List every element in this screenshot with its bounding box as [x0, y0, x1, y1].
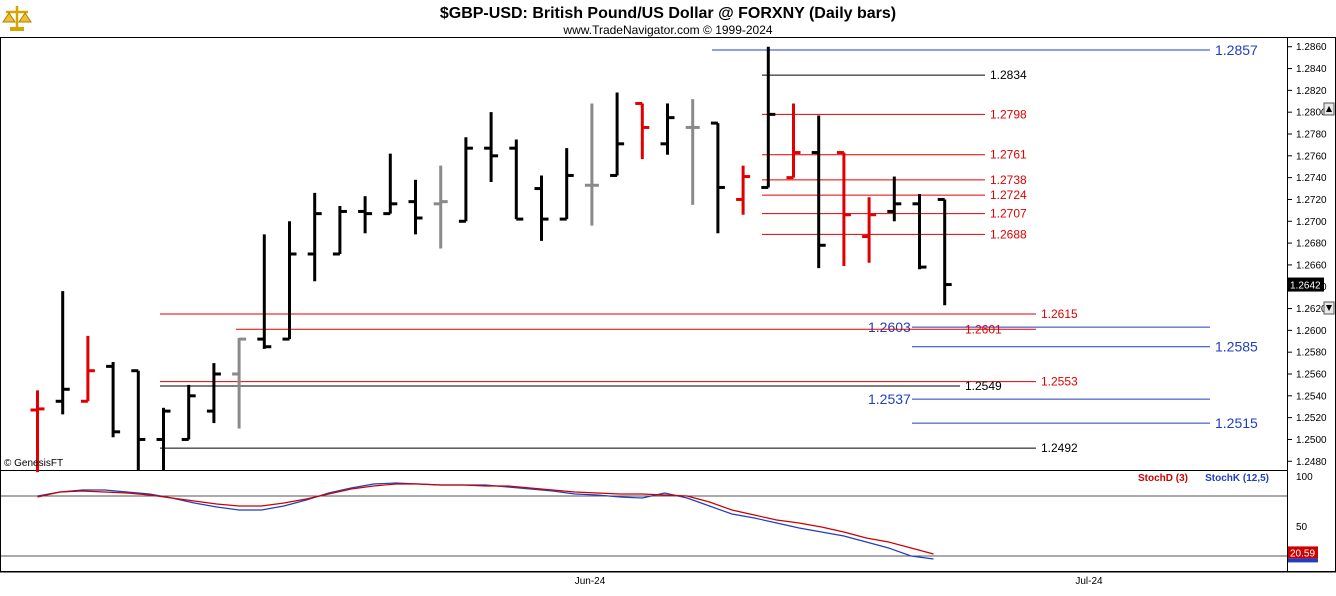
stoch-last-box [1288, 546, 1318, 559]
y-tick-label: 1.2480 [1296, 457, 1327, 468]
ohlc-bar [156, 407, 171, 470]
stoch-tick-label: 50 [1296, 522, 1308, 533]
stoch-tick-label: 100 [1296, 472, 1313, 483]
ohlc-bar [610, 92, 625, 177]
y-tick-label: 1.2780 [1296, 130, 1327, 141]
y-tick-label: 1.2560 [1296, 370, 1327, 381]
level-label: 1.2688 [990, 227, 1027, 241]
y-tick-label: 1.2740 [1296, 173, 1327, 184]
y-tick-label: 1.2620 [1296, 304, 1327, 315]
ohlc-bars [30, 46, 952, 473]
y-axis-ticks: 1.2480 1.2500 1.2520 1.2540 1.2560 1.2580 1.26… [1288, 42, 1335, 468]
ohlc-bar [332, 206, 347, 256]
ohlc-bar [685, 99, 700, 205]
y-tick-label: 1.2580 [1296, 348, 1327, 359]
y-tick-label: 1.2660 [1296, 260, 1327, 271]
y-tick-label: 1.2720 [1296, 195, 1327, 206]
y-tick-label: 1.2840 [1296, 64, 1327, 75]
ohlc-bar [862, 197, 877, 263]
level-label: 1.2515 [1215, 415, 1258, 431]
scroll-up-icon [1326, 106, 1332, 112]
ohlc-bar [559, 148, 574, 221]
x-label-jul: Jul-24 [1075, 576, 1103, 587]
level-label: 1.2549 [965, 379, 1002, 393]
ohlc-bar [458, 137, 473, 223]
ohlc-bar [55, 291, 70, 415]
y-tick-label: 1.2860 [1296, 42, 1327, 53]
y-tick-label: 1.2540 [1296, 391, 1327, 402]
ohlc-bar [80, 335, 95, 403]
y-tick-label: 1.2700 [1296, 217, 1327, 228]
stochd-legend: StochD (3) [1138, 473, 1188, 484]
y-tick-label: 1.2680 [1296, 239, 1327, 250]
ohlc-bar [232, 337, 247, 429]
ohlc-bar [584, 103, 599, 226]
ohlc-bar [635, 101, 650, 160]
x-label-jun: Jun-24 [575, 576, 606, 587]
ohlc-bar [937, 197, 952, 306]
ohlc-bar [887, 176, 902, 222]
last-price-label: 1.2642 [1290, 281, 1321, 292]
ohlc-bar [30, 390, 45, 473]
ohlc-bar [811, 115, 826, 269]
ohlc-bar [181, 384, 196, 441]
level-label: 1.2537 [868, 391, 911, 407]
ohlc-bar [484, 112, 499, 182]
ohlc-bar [408, 179, 423, 235]
y-tick-label: 1.2820 [1296, 86, 1327, 97]
genesisft-watermark: © GenesisFT [4, 458, 63, 469]
ohlc-bar [912, 194, 927, 270]
stochk-legend: StochK (12,5) [1205, 473, 1269, 484]
level-label: 1.2857 [1215, 42, 1258, 58]
ohlc-bar [836, 151, 851, 266]
chart-title: $GBP-USD: British Pound/US Dollar @ FORX… [440, 5, 896, 22]
ohlc-bar [433, 165, 448, 249]
ohlc-bar [383, 153, 398, 216]
chart-subtitle: www.TradeNavigator.com © 1999-2024 [562, 23, 772, 37]
price-panel-frame [0, 37, 1288, 471]
y-tick-label: 1.2600 [1296, 326, 1327, 337]
ohlc-bar [358, 196, 373, 234]
ohlc-bar [786, 103, 801, 180]
level-label: 1.2553 [1041, 375, 1078, 389]
level-label: 1.2615 [1041, 307, 1078, 321]
ohlc-bar [257, 234, 272, 349]
level-label: 1.2707 [990, 207, 1027, 221]
scroll-down-icon [1326, 305, 1332, 311]
level-label: 1.2603 [868, 319, 911, 335]
ohlc-bar [761, 46, 776, 189]
last-price-box [1288, 277, 1324, 292]
stochastic-indicator: 100 50 20.59 [1, 472, 1318, 563]
ohlc-bar [307, 192, 322, 282]
scales-logo-icon [2, 2, 32, 32]
level-label: 1.2761 [990, 148, 1027, 162]
stochd-line [37, 483, 934, 555]
level-label: 1.2834 [990, 68, 1027, 82]
level-label: 1.2585 [1215, 339, 1258, 355]
ohlc-bar [206, 363, 221, 424]
ohlc-bar [534, 175, 549, 241]
ohlc-bar [736, 165, 751, 215]
ohlc-bar [710, 121, 725, 234]
ohlc-bar [282, 221, 297, 341]
y-tick-label: 1.2800 [1296, 108, 1327, 119]
y-tick-label: 1.2760 [1296, 151, 1327, 162]
level-label: 1.2724 [990, 188, 1027, 202]
y-tick-label: 1.2520 [1296, 413, 1327, 424]
stoch-last-label: 20.59 [1290, 548, 1315, 559]
level-label: 1.2492 [1041, 441, 1078, 455]
y-tick-label: 1.2500 [1296, 435, 1327, 446]
level-label: 1.2738 [990, 173, 1027, 187]
stoch-last-k-box [1288, 558, 1318, 563]
ohlc-bar [660, 103, 675, 155]
stochk-line [37, 482, 934, 560]
level-label: 1.2601 [965, 322, 1002, 336]
level-label: 1.2798 [990, 107, 1027, 121]
ohlc-bar [131, 369, 146, 470]
ohlc-bar [509, 139, 524, 221]
ohlc-bar [106, 362, 121, 438]
